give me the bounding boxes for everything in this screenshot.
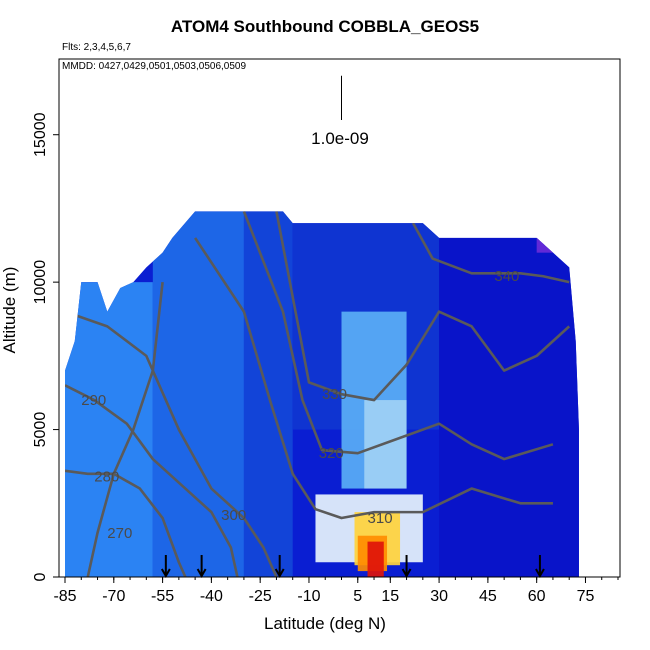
contour-330 xyxy=(275,211,571,402)
contour-label-330: 330 xyxy=(322,386,347,403)
region-southern-mid-blue xyxy=(152,211,244,577)
contour-label-280: 280 xyxy=(94,469,119,486)
flight-marker-arrowhead xyxy=(401,568,412,579)
x-tick-label: 45 xyxy=(479,588,497,605)
y-tick-label: 15000 xyxy=(32,112,49,157)
x-tick-label: 75 xyxy=(577,588,595,605)
y-tick-label: 0 xyxy=(32,572,49,581)
region-northern-deep-blue xyxy=(439,237,579,577)
contour-label-320: 320 xyxy=(319,445,344,462)
flight-marker-arrowhead xyxy=(535,568,545,579)
contour-label-310: 310 xyxy=(368,510,393,527)
flight-marker-arrowhead xyxy=(160,568,171,579)
y-tick-label: 10000 xyxy=(32,260,49,305)
x-tick-label: 30 xyxy=(430,588,448,605)
contour-label-290: 290 xyxy=(81,392,106,409)
x-tick-label: -85 xyxy=(53,588,76,605)
contour-280 xyxy=(65,469,187,577)
x-tick-label: 5 xyxy=(353,588,362,605)
x-tick-label: -10 xyxy=(297,588,320,605)
x-tick-label: -25 xyxy=(249,588,272,605)
x-tick-label: 15 xyxy=(381,588,399,605)
dates-label: MMDD: 0427,0429,0501,0503,0506,0509 xyxy=(62,61,247,72)
region-upper-purple-cap xyxy=(536,237,570,253)
x-tick-label: -70 xyxy=(102,588,125,605)
contour-300 xyxy=(65,310,278,577)
contour-label-300: 300 xyxy=(221,507,246,524)
flights-label: Flts: 2,3,4,5,6,7 xyxy=(62,42,131,53)
chart-title: ATOM4 Southbound COBBLA_GEOS5 xyxy=(170,17,480,36)
x-tick-label: -40 xyxy=(200,588,223,605)
flight-marker-arrowhead xyxy=(196,568,207,579)
contour-310 xyxy=(194,237,553,520)
region-southern-light-blue xyxy=(65,282,153,577)
flight-marker-arrowhead xyxy=(274,568,285,579)
x-tick-label: 60 xyxy=(528,588,546,605)
data-field: 270 280 290 300 310 320 330 340 xyxy=(65,211,579,577)
y-tick-label: 5000 xyxy=(32,412,49,448)
contour-290 xyxy=(65,384,239,577)
scale-label: 1.0e-09 xyxy=(311,129,369,148)
contour-270 xyxy=(86,282,164,577)
contour-label-270: 270 xyxy=(107,525,132,542)
plot-frame xyxy=(58,58,621,578)
contour-340 xyxy=(411,222,570,284)
x-tick-label: -55 xyxy=(151,588,174,605)
region-tropical-red-core xyxy=(367,541,384,577)
contour-label-340: 340 xyxy=(494,268,519,285)
contour-320 xyxy=(242,211,554,461)
x-axis-label: Latitude (deg N) xyxy=(264,614,386,633)
